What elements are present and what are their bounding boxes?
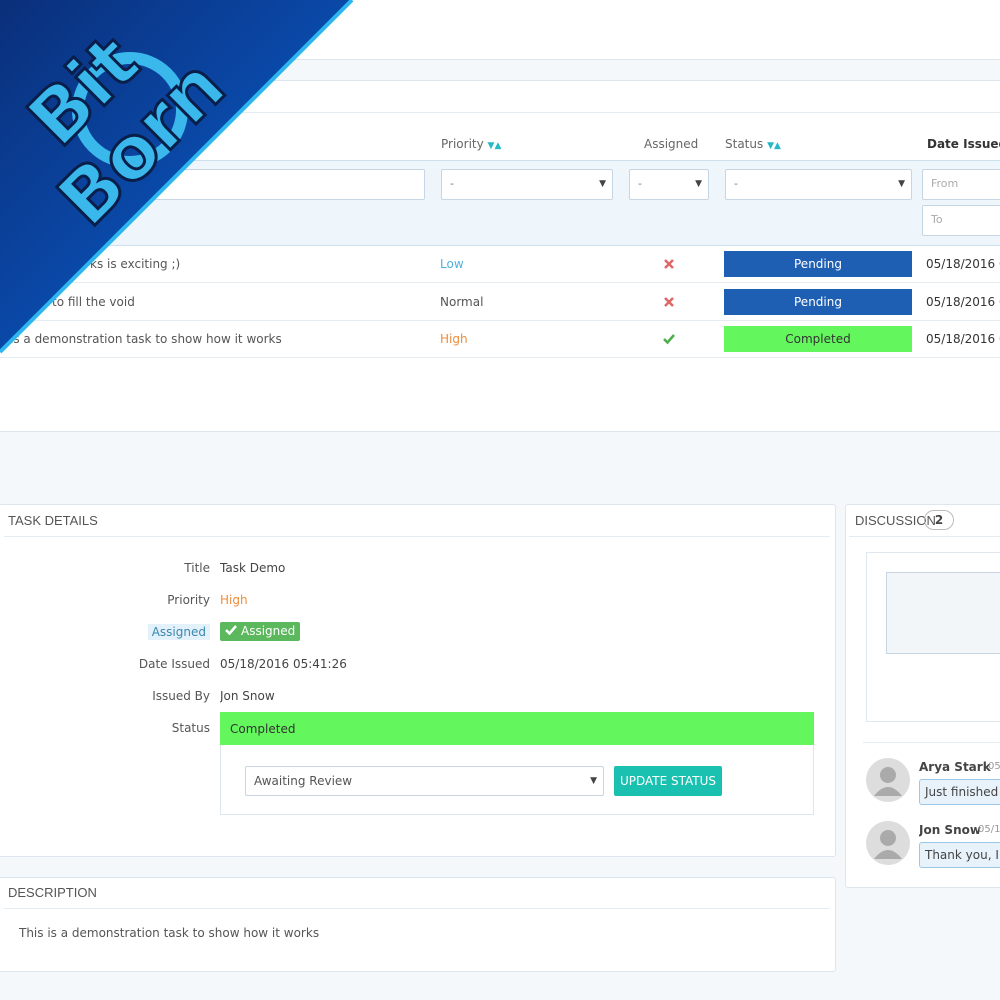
update-status-button[interactable]: UPDATE STATUS xyxy=(614,766,722,796)
field-label: Status xyxy=(171,721,210,735)
field-label: Date Issued xyxy=(138,657,210,671)
header-text: Priority xyxy=(441,137,484,151)
row-date: 05/18/2016 0 xyxy=(926,332,1000,346)
comment-author: Jon Snow xyxy=(919,823,981,837)
field-value: Jon Snow xyxy=(220,689,275,703)
comment-input[interactable] xyxy=(886,572,1000,654)
row-divider xyxy=(0,357,1000,358)
header-status[interactable]: Status ▼▲ xyxy=(725,137,781,151)
field-label: Title xyxy=(184,561,210,575)
divider xyxy=(849,536,1000,537)
divider xyxy=(863,742,1000,743)
header-assigned: Assigned xyxy=(644,137,699,151)
field-value: High xyxy=(220,593,248,607)
field-value: Task Demo xyxy=(220,561,286,575)
field-label: Priority xyxy=(167,593,210,607)
panel-title: TASK DETAILS xyxy=(8,513,98,528)
avatar xyxy=(866,821,910,865)
row-priority: High xyxy=(440,332,468,346)
cross-icon xyxy=(663,296,675,308)
badge-text: Assigned xyxy=(241,624,296,638)
divider xyxy=(0,112,1000,113)
divider xyxy=(4,908,830,909)
row-divider xyxy=(0,319,1000,321)
row-priority: Low xyxy=(440,257,464,271)
to-filter[interactable]: To xyxy=(922,205,1000,236)
comment-time: 05/1 xyxy=(978,824,1000,835)
select-text: - xyxy=(450,177,454,190)
assigned-badge: Assigned xyxy=(220,622,301,641)
header-text: Status xyxy=(725,137,764,151)
status-badge: Pending xyxy=(724,288,912,315)
from-filter[interactable]: From xyxy=(922,169,1000,200)
status-badge: Completed xyxy=(724,326,912,352)
row-title: to fill the void xyxy=(52,294,135,309)
comment-bubble: Just finished xyxy=(919,779,1000,805)
row-date: 05/18/2016 0 xyxy=(926,257,1000,271)
row-date: 05/18/2016 0 xyxy=(926,294,1000,309)
comment-count: 2 xyxy=(924,510,954,530)
description-panel xyxy=(0,877,836,972)
panel-title: DISCUSSION xyxy=(855,513,936,528)
status-badge: Pending xyxy=(724,251,912,277)
divider xyxy=(4,536,830,537)
status-select[interactable]: Awaiting Review ▼ xyxy=(245,766,604,796)
row-divider xyxy=(0,282,1000,283)
comment-author: Arya Stark xyxy=(919,760,991,774)
row-priority: Normal xyxy=(440,294,484,309)
priority-filter[interactable]: - ▼ xyxy=(441,169,613,200)
field-value: 05/18/2016 05:41:26 xyxy=(220,657,347,671)
cross-icon xyxy=(663,258,675,270)
logo-edge xyxy=(0,0,354,354)
assigned-filter[interactable]: - ▼ xyxy=(629,169,709,200)
logo: Bit Born xyxy=(0,0,354,354)
comment-form xyxy=(866,552,1000,722)
select-text: Awaiting Review xyxy=(254,774,353,788)
comment-time: 05 xyxy=(988,761,1000,772)
row-title: ks is exciting ;) xyxy=(90,257,181,271)
field-label: Assigned xyxy=(147,624,210,640)
field-label: Issued By xyxy=(152,689,210,703)
logo-ring xyxy=(72,52,188,168)
status-filter[interactable]: - ▼ xyxy=(725,169,912,200)
header-priority[interactable]: Priority ▼▲ xyxy=(441,137,502,151)
header-date: Date Issued xyxy=(927,137,1000,151)
description-text: This is a demonstration task to show how… xyxy=(19,926,320,940)
status-value: Completed xyxy=(230,722,296,736)
panel-title: DESCRIPTION xyxy=(8,885,97,900)
check-icon xyxy=(663,333,675,345)
avatar xyxy=(866,758,910,802)
row-title: is a demonstration task to show how it w… xyxy=(10,332,282,346)
select-text: - xyxy=(734,177,738,190)
status-bar xyxy=(220,712,814,745)
select-text: - xyxy=(638,177,642,190)
comment-bubble: Thank you, I'r xyxy=(919,842,1000,868)
discussion-panel xyxy=(845,504,1000,888)
